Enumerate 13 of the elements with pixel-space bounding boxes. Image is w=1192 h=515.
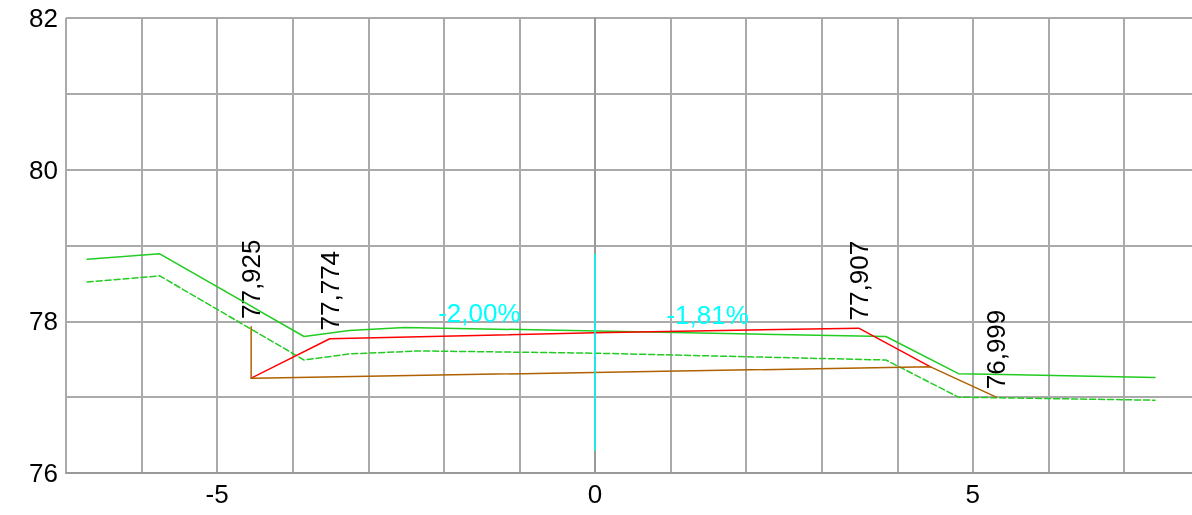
x-tick-label: 5 <box>965 479 981 509</box>
y-tick-label: 80 <box>29 154 58 185</box>
annotation: 77,925 <box>236 239 267 320</box>
annotation: -2,00% <box>438 298 521 329</box>
y-tick-label: 76 <box>29 458 58 488</box>
y-tick-label: 78 <box>29 306 58 337</box>
x-tick-label: 0 <box>587 479 603 509</box>
annotation: 76,999 <box>981 309 1012 390</box>
annotation: 77,907 <box>843 240 874 321</box>
annotation: 77,774 <box>314 250 345 331</box>
x-tick-label: -5 <box>205 479 229 509</box>
y-tick-label: 82 <box>29 3 58 33</box>
annotation: -1,81% <box>666 299 749 330</box>
